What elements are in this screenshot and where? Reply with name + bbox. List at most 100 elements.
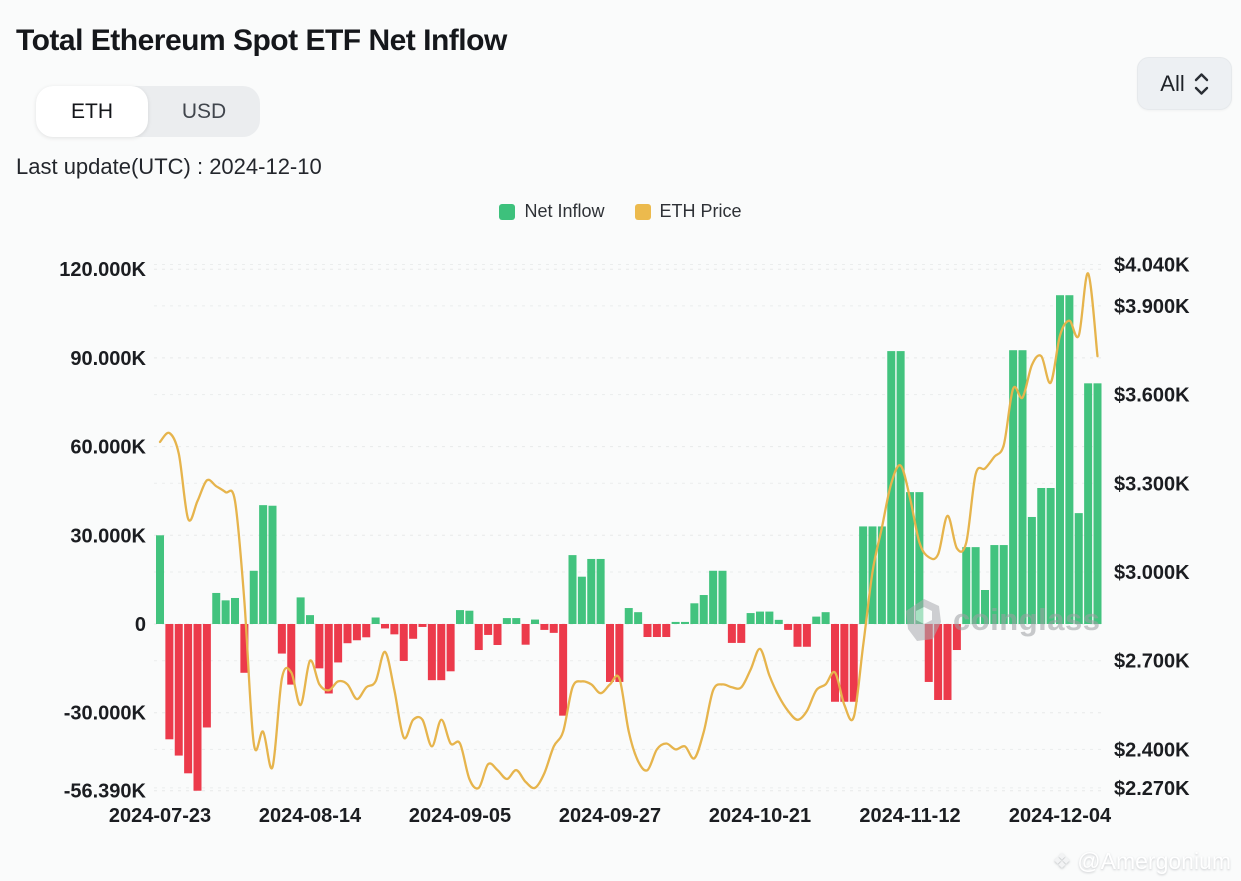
net-inflow-bar <box>268 505 277 624</box>
net-inflow-bar <box>952 624 961 651</box>
net-inflow-bar <box>699 595 708 624</box>
y-axis-right-tick-label: $2.700K <box>1114 651 1190 673</box>
net-inflow-bar <box>156 535 164 624</box>
x-axis-tick-label: 2024-09-05 <box>409 805 511 827</box>
net-inflow-bar <box>990 545 999 624</box>
x-axis-tick-label: 2024-07-23 <box>109 805 211 827</box>
net-inflow-bar <box>287 624 296 685</box>
y-axis-right-tick-label: $3.000K <box>1114 562 1190 584</box>
legend-item-net-inflow[interactable]: Net Inflow <box>499 201 605 222</box>
net-inflow-bar <box>727 624 736 643</box>
net-inflow-bar <box>1009 350 1018 624</box>
net-inflow-bar <box>390 624 399 635</box>
x-axis-tick-label: 2024-11-12 <box>859 805 960 827</box>
net-inflow-swatch-icon <box>499 203 516 220</box>
net-inflow-bar <box>1027 516 1036 624</box>
net-inflow-bar <box>802 624 811 647</box>
y-axis-right-tick-label: $3.900K <box>1114 296 1190 318</box>
y-axis-left-tick-label: 30.000K <box>70 525 146 547</box>
net-inflow-bar <box>437 624 446 681</box>
net-inflow-bar <box>315 624 324 669</box>
net-inflow-bar <box>615 624 624 682</box>
y-axis-left-tick-label: 0 <box>135 614 146 636</box>
net-inflow-bar <box>746 613 755 624</box>
net-inflow-bar <box>381 624 389 629</box>
net-inflow-bar <box>624 608 633 624</box>
net-inflow-bar <box>371 617 380 624</box>
eth-price-swatch-icon <box>634 203 651 220</box>
net-inflow-bar <box>474 624 483 651</box>
net-inflow-bar <box>877 526 886 624</box>
net-inflow-bar <box>774 619 783 624</box>
page-title: Total Ethereum Spot ETF Net Inflow <box>16 24 507 57</box>
net-inflow-bar <box>765 611 774 624</box>
net-inflow-bar <box>962 547 971 624</box>
y-axis-left-tick-label: -30.000K <box>64 703 147 725</box>
net-inflow-bar <box>418 624 427 627</box>
net-inflow-bar <box>427 624 436 681</box>
y-axis-left-tick-label: 120.000K <box>59 259 146 281</box>
y-axis-right-tick-label: $3.600K <box>1114 385 1190 407</box>
net-inflow-bar <box>587 558 596 624</box>
x-axis-tick-label: 2024-09-27 <box>559 805 661 827</box>
net-inflow-bar <box>512 618 521 624</box>
net-inflow-bar <box>399 624 408 661</box>
net-inflow-bar <box>1065 295 1074 624</box>
y-axis-right-tick-label: $2.270K <box>1114 778 1190 800</box>
net-inflow-bar <box>737 624 746 643</box>
net-inflow-bar <box>1018 350 1027 624</box>
net-inflow-bar <box>915 492 924 624</box>
x-axis-tick-label: 2024-12-04 <box>1009 805 1112 827</box>
net-inflow-bar <box>559 624 568 716</box>
y-axis-right-tick-label: $4.040K <box>1114 255 1190 277</box>
net-inflow-bar <box>531 619 539 624</box>
net-inflow-bar <box>906 492 914 624</box>
unit-toggle-eth[interactable]: ETH <box>36 86 148 137</box>
legend-label: ETH Price <box>659 201 742 221</box>
net-inflow-bar <box>334 624 343 663</box>
net-inflow-bar <box>756 611 764 624</box>
legend-label: Net Inflow <box>524 201 605 221</box>
x-axis-tick-label: 2024-10-21 <box>709 805 811 827</box>
net-inflow-bar <box>999 545 1008 624</box>
legend-item-eth-price[interactable]: ETH Price <box>634 201 742 222</box>
net-inflow-bar <box>184 624 193 774</box>
net-inflow-bar <box>662 624 671 638</box>
net-inflow-bar <box>231 597 239 624</box>
net-inflow-bar <box>606 624 614 682</box>
net-inflow-bar <box>1084 383 1093 624</box>
net-inflow-bar <box>1056 295 1064 624</box>
net-inflow-bar <box>306 615 314 624</box>
net-inflow-bar <box>793 624 802 647</box>
net-inflow-bar <box>671 621 680 624</box>
net-inflow-bar <box>549 624 558 633</box>
net-inflow-bar <box>596 558 605 624</box>
net-inflow-bar <box>240 624 249 673</box>
net-inflow-bar <box>193 624 202 791</box>
time-range-select[interactable]: All <box>1137 57 1232 110</box>
net-inflow-bar <box>202 624 211 728</box>
unit-toggle-usd[interactable]: USD <box>181 99 227 123</box>
net-inflow-bar <box>259 505 268 624</box>
net-inflow-bar <box>249 570 258 624</box>
net-inflow-bar <box>634 612 643 624</box>
net-inflow-bar <box>540 624 549 630</box>
net-inflow-bar <box>502 618 511 624</box>
net-inflow-bar <box>971 547 980 624</box>
net-inflow-bar <box>690 603 699 624</box>
y-axis-left-tick-label: 90.000K <box>70 348 146 370</box>
net-inflow-bar <box>981 589 989 624</box>
net-inflow-bar <box>784 624 793 630</box>
net-inflow-bar <box>324 624 333 694</box>
y-axis-right-tick-label: $3.300K <box>1114 473 1190 495</box>
net-inflow-bar <box>465 610 474 624</box>
chevron-up-down-icon <box>1194 72 1208 95</box>
net-inflow-bar <box>840 624 849 702</box>
net-inflow-bar <box>212 592 221 624</box>
net-inflow-bar <box>896 351 905 624</box>
net-inflow-bar <box>493 624 502 645</box>
unit-toggle: ETH USD <box>36 86 260 137</box>
net-inflow-bar <box>174 624 183 756</box>
net-inflow-bar <box>343 624 352 644</box>
net-inflow-bar <box>1037 487 1046 624</box>
